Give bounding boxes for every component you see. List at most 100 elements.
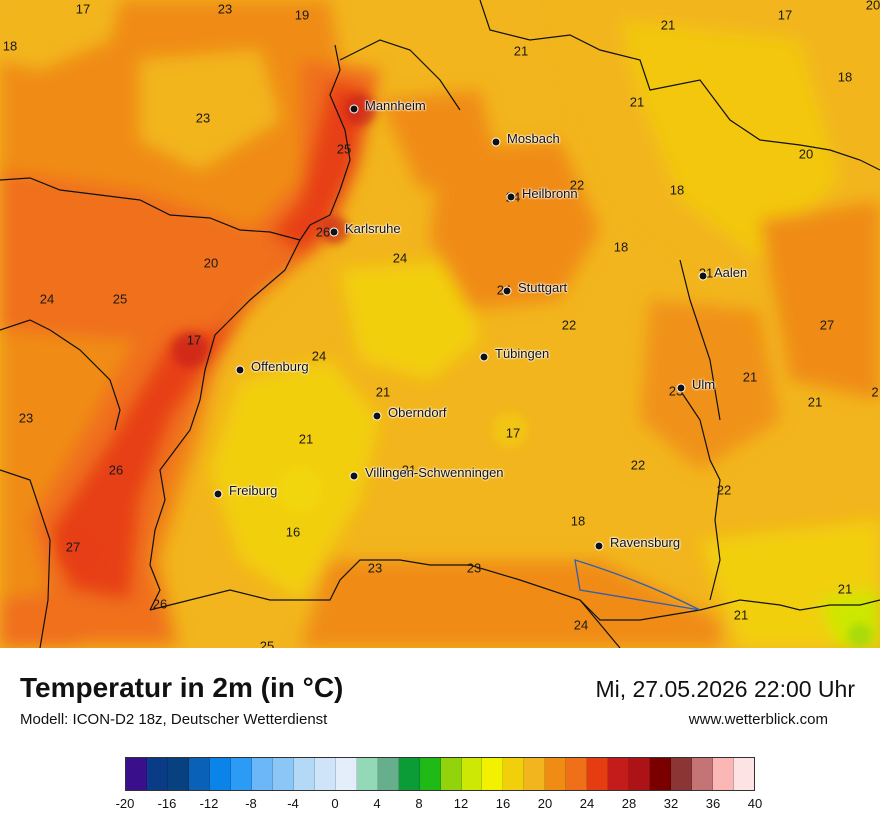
city-marker bbox=[329, 227, 339, 237]
temperature-value: 18 bbox=[613, 239, 629, 255]
temperature-value: 18 bbox=[837, 69, 853, 85]
temperature-value: 22 bbox=[716, 482, 732, 498]
color-scale-legend bbox=[125, 757, 755, 791]
color-swatch bbox=[461, 758, 483, 790]
scale-tick-label: 28 bbox=[621, 796, 637, 811]
scale-tick-label: 36 bbox=[705, 796, 721, 811]
color-swatch bbox=[272, 758, 294, 790]
city-label: Villingen-Schwenningen bbox=[365, 465, 504, 480]
city-label: Ulm bbox=[692, 377, 716, 392]
scale-tick-label: 0 bbox=[331, 796, 339, 811]
color-swatch bbox=[650, 758, 672, 790]
color-swatch bbox=[482, 758, 504, 790]
scale-tick-label: 16 bbox=[495, 796, 511, 811]
temperature-value: 26 bbox=[315, 224, 331, 240]
scale-tick-label: 24 bbox=[579, 796, 595, 811]
temperature-value: 27 bbox=[819, 317, 835, 333]
city-marker bbox=[479, 352, 489, 362]
city-label: Freiburg bbox=[229, 483, 278, 498]
temperature-value: 21 bbox=[375, 384, 391, 400]
color-swatch bbox=[126, 758, 147, 790]
temperature-value: 21 bbox=[733, 607, 749, 623]
temperature-value: 21 bbox=[629, 94, 645, 110]
city-label: Ravensburg bbox=[610, 535, 681, 550]
scale-tick-label: 32 bbox=[663, 796, 679, 811]
color-swatch bbox=[251, 758, 273, 790]
temperature-value: 23 bbox=[195, 110, 211, 126]
temperature-value: 26 bbox=[108, 462, 124, 478]
city-marker bbox=[213, 489, 223, 499]
city-marker bbox=[698, 271, 708, 281]
color-swatch bbox=[419, 758, 441, 790]
scale-tick-label: 12 bbox=[453, 796, 469, 811]
color-swatch bbox=[167, 758, 189, 790]
scale-tick-label: -20 bbox=[115, 796, 135, 811]
scale-tick-label: 4 bbox=[373, 796, 381, 811]
temperature-value: 22 bbox=[569, 177, 585, 193]
temperature-value: 21 bbox=[401, 462, 417, 478]
temperature-field bbox=[0, 0, 880, 648]
color-swatch bbox=[188, 758, 210, 790]
temperature-value: 21 bbox=[298, 431, 314, 447]
temperature-value: 23 bbox=[466, 560, 482, 576]
city-label: Stuttgart bbox=[518, 280, 568, 295]
color-swatch bbox=[608, 758, 630, 790]
city-label: Tübingen bbox=[495, 346, 550, 361]
scale-tick-label: 40 bbox=[747, 796, 763, 811]
color-swatch bbox=[545, 758, 567, 790]
temperature-value: 21 bbox=[807, 394, 823, 410]
website-link[interactable]: www.wetterblick.com bbox=[688, 711, 828, 728]
color-swatch bbox=[398, 758, 420, 790]
color-swatch bbox=[524, 758, 546, 790]
city-marker bbox=[235, 365, 245, 375]
temperature-value: 17 bbox=[186, 332, 202, 348]
scale-tick-label: -4 bbox=[287, 796, 299, 811]
color-scale-ticks: -20 -16 -12 -8 -4 0 4 8 12 16 20 24 28 32 36 40 bbox=[116, 796, 763, 812]
color-swatch bbox=[230, 758, 252, 790]
city-marker bbox=[491, 137, 501, 147]
city-marker bbox=[349, 471, 359, 481]
temperature-value: 18 bbox=[570, 513, 586, 529]
city-label: Aalen bbox=[714, 265, 748, 280]
color-swatch bbox=[629, 758, 651, 790]
temperature-value: 16 bbox=[285, 524, 301, 540]
city-label: Mannheim bbox=[365, 98, 426, 113]
temperature-value: 22 bbox=[561, 317, 577, 333]
temperature-value: 24 bbox=[392, 250, 408, 266]
color-swatch bbox=[377, 758, 399, 790]
temperature-value: 26 bbox=[152, 596, 168, 612]
temperature-value: 20 bbox=[865, 0, 880, 13]
color-swatch bbox=[692, 758, 714, 790]
color-swatch bbox=[440, 758, 462, 790]
city-marker bbox=[349, 104, 359, 114]
scale-tick-label: 20 bbox=[537, 796, 553, 811]
temperature-value: 20 bbox=[203, 255, 219, 271]
color-swatch bbox=[503, 758, 525, 790]
city-marker bbox=[676, 383, 686, 393]
temperature-value: 25 bbox=[112, 291, 128, 307]
temperature-value: 2 bbox=[871, 384, 879, 400]
temperature-value: 21 bbox=[742, 369, 758, 385]
city-marker bbox=[506, 192, 516, 202]
temperature-value: 17 bbox=[505, 425, 521, 441]
scale-tick-label: -16 bbox=[157, 796, 177, 811]
temperature-value: 27 bbox=[65, 539, 81, 555]
temperature-value: 25 bbox=[336, 141, 352, 157]
city-label: Offenburg bbox=[251, 359, 309, 374]
color-swatch bbox=[146, 758, 168, 790]
color-swatch bbox=[356, 758, 378, 790]
color-swatch bbox=[587, 758, 609, 790]
color-swatch bbox=[671, 758, 693, 790]
city-marker bbox=[502, 286, 512, 296]
model-info: Modell: ICON-D2 18z, Deutscher Wetterdie… bbox=[20, 711, 328, 728]
city-label: Heilbronn bbox=[522, 186, 578, 201]
scale-tick-label: 8 bbox=[415, 796, 423, 811]
city-marker bbox=[372, 411, 382, 421]
scale-tick-label: -8 bbox=[245, 796, 257, 811]
color-swatch bbox=[566, 758, 588, 790]
temperature-value: 22 bbox=[630, 457, 646, 473]
map-title: Temperatur in 2m (in °C) bbox=[20, 672, 344, 703]
city-marker bbox=[594, 541, 604, 551]
temperature-value: 20 bbox=[798, 146, 814, 162]
city-label: Mosbach bbox=[507, 131, 560, 146]
